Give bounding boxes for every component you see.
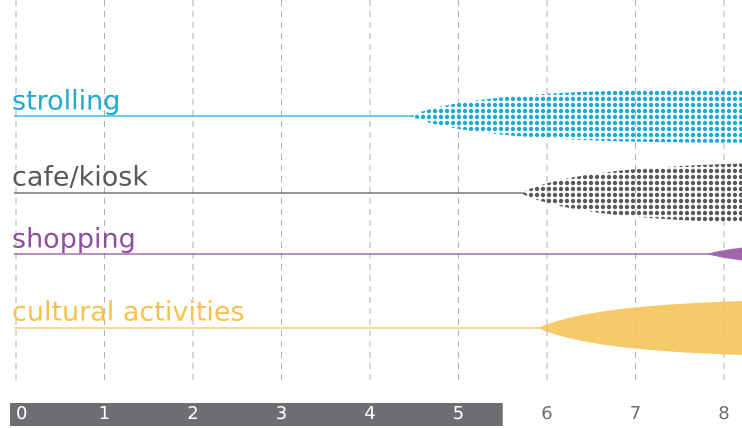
x-tick-label: 6: [541, 403, 552, 424]
activity-area: [520, 163, 742, 223]
x-tick-label: 3: [276, 403, 287, 424]
activity-label: cultural activities: [12, 297, 245, 328]
highlight-bar: [10, 403, 503, 426]
x-tick-label: 7: [630, 403, 641, 424]
x-tick-label: 4: [364, 403, 375, 424]
activity-label: cafe/kiosk: [12, 162, 148, 193]
x-tick-label: 5: [453, 403, 464, 424]
activity-label: shopping: [12, 224, 136, 255]
activity-label: strolling: [12, 86, 120, 117]
x-tick-label: 2: [187, 403, 198, 424]
x-tick-label: 1: [99, 403, 110, 424]
activity-area: [409, 89, 742, 143]
activity-area: [538, 300, 742, 356]
activity-area: [706, 247, 742, 261]
x-tick-label: 8: [718, 403, 729, 424]
x-tick-label: 0: [16, 403, 27, 424]
